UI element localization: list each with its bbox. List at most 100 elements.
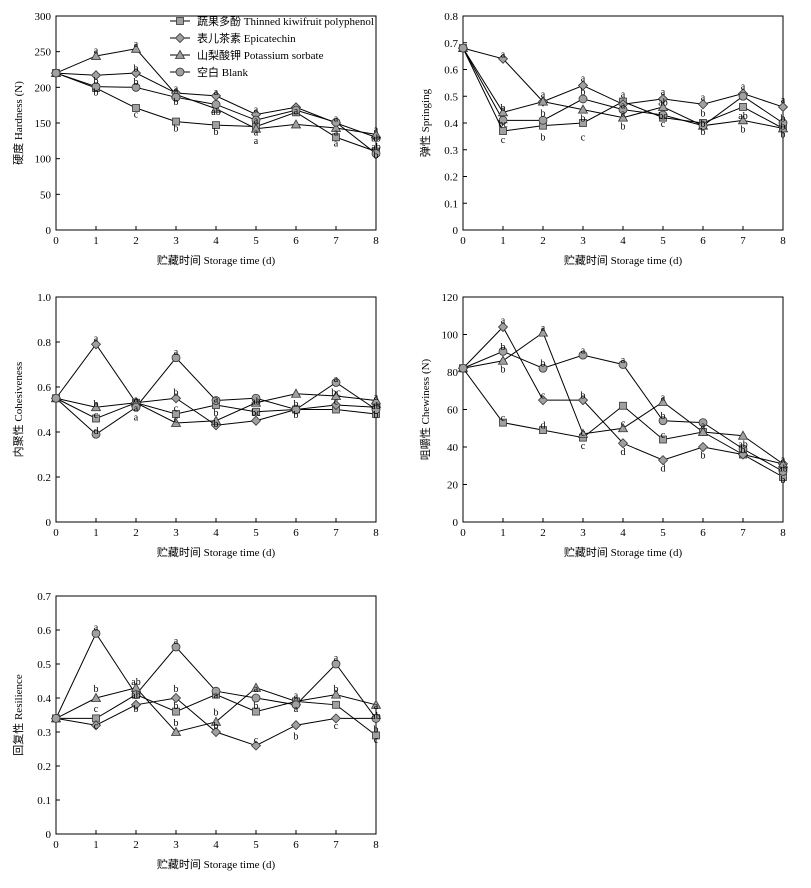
significance-letter: a [94, 334, 99, 345]
data-point-triangle [737, 115, 749, 125]
y-tick-label: 0.8 [37, 337, 51, 349]
legend-label: 表儿茶素 Epicatechin [197, 31, 296, 45]
significance-letter: c [581, 428, 586, 439]
y-tick-label: 40 [447, 442, 459, 454]
data-point-square [539, 426, 547, 435]
data-point-circle [251, 115, 261, 125]
significance-letter: a [581, 346, 586, 357]
significance-letter: a [214, 394, 219, 405]
data-point-circle [698, 418, 708, 428]
significance-letter: a [254, 105, 259, 116]
data-point-circle [618, 360, 628, 369]
x-tick-label: 5 [253, 527, 259, 539]
data-point-circle [778, 118, 788, 128]
y-tick-label: 200 [35, 82, 52, 94]
data-point-square [332, 700, 340, 709]
significance-letter: b [541, 359, 546, 370]
data-point-diamond [130, 68, 142, 79]
significance-letter: c [661, 119, 666, 130]
significance-letter: b [174, 97, 179, 108]
y-tick-label: 0.7 [444, 38, 458, 50]
y-tick-label: 0.1 [37, 795, 51, 807]
data-point-circle [51, 393, 61, 403]
data-point-circle [371, 714, 381, 723]
x-tick-label: 2 [133, 235, 139, 247]
data-point-circle [331, 659, 341, 669]
data-point-triangle [497, 106, 509, 117]
y-tick-label: 0 [46, 225, 52, 237]
x-tick-label: 5 [253, 839, 259, 851]
significance-letter: b [174, 684, 179, 695]
data-point-triangle [737, 430, 749, 440]
significance-letter: b [621, 122, 626, 133]
data-point-diamond [90, 70, 102, 81]
data-point-circle [698, 121, 708, 131]
data-point-square [92, 414, 100, 423]
significance-letter: b [134, 63, 139, 74]
x-axis-label: 贮藏时间 Storage time (d) [157, 858, 276, 871]
y-tick-label: 0.5 [444, 91, 458, 103]
data-point-diamond [577, 395, 589, 406]
data-point-circle [778, 466, 788, 476]
data-point-circle [291, 105, 301, 115]
significance-letter: a [214, 87, 219, 98]
data-point-triangle [617, 422, 629, 433]
significance-letter: b [501, 103, 506, 114]
data-point-square [172, 410, 180, 418]
significance-letter: d [94, 426, 99, 437]
data-point-square [579, 119, 587, 127]
x-tick-label: 7 [740, 235, 746, 247]
data-point-circle [91, 82, 101, 92]
data-point-circle [578, 350, 588, 360]
significance-letter: a [134, 394, 139, 405]
significance-letter: a [374, 125, 379, 136]
legend-label: 蔬果多酚 Thinned kiwifruit polyphenol [197, 14, 374, 28]
significance-letter: a [661, 87, 666, 98]
data-point-triangle [657, 396, 669, 406]
data-point-circle [291, 405, 301, 414]
significance-letter: a [254, 136, 259, 147]
data-point-triangle [330, 689, 342, 699]
significance-letter: c [334, 721, 339, 732]
x-tick-label: 2 [540, 527, 546, 539]
data-point-diamond [290, 720, 302, 731]
y-tick-label: 0.3 [37, 727, 51, 739]
y-tick-label: 0.3 [444, 145, 458, 157]
x-tick-label: 8 [373, 235, 379, 247]
x-tick-label: 0 [53, 527, 59, 539]
data-point-triangle [170, 726, 182, 736]
significance-letter: a [174, 636, 179, 647]
x-tick-label: 7 [333, 527, 339, 539]
y-tick-label: 0 [453, 517, 459, 529]
significance-letter: ab [131, 691, 140, 702]
data-point-circle [498, 115, 508, 125]
chart-panel-1: 0 1 2 3 4 5 6 7 8 0 50 100 150 200 250 300 贮藏时间 Storage … [11, 11, 382, 267]
significance-letter: a [501, 49, 506, 60]
data-point-circle [171, 642, 181, 652]
significance-letter: b [214, 127, 219, 138]
y-tick-label: 250 [35, 47, 52, 59]
x-tick-label: 6 [293, 527, 299, 539]
data-point-circle [91, 629, 101, 638]
significance-letter: a [581, 74, 586, 85]
data-point-triangle [577, 104, 589, 114]
data-point-diamond [497, 53, 509, 64]
x-tick-label: 4 [620, 235, 626, 247]
data-point-triangle [290, 119, 302, 129]
data-point-square [132, 104, 140, 112]
x-tick-label: 2 [540, 235, 546, 247]
significance-letter: a [701, 421, 706, 432]
significance-letter: c [254, 735, 259, 746]
data-point-circle [131, 82, 141, 92]
x-tick-label: 4 [213, 839, 219, 851]
significance-letter: ab [778, 464, 787, 475]
data-point-square [172, 117, 180, 126]
x-tick-label: 6 [700, 235, 706, 247]
data-point-square [659, 435, 667, 444]
data-point-triangle [250, 682, 262, 692]
y-axis-label: 弹性 Springing [418, 88, 432, 157]
significance-letter: b [501, 364, 506, 375]
legend: 蔬果多酚 Thinned kiwifruit polyphenol 表儿茶素 Ep… [170, 14, 374, 79]
significance-letter: a [294, 106, 299, 117]
